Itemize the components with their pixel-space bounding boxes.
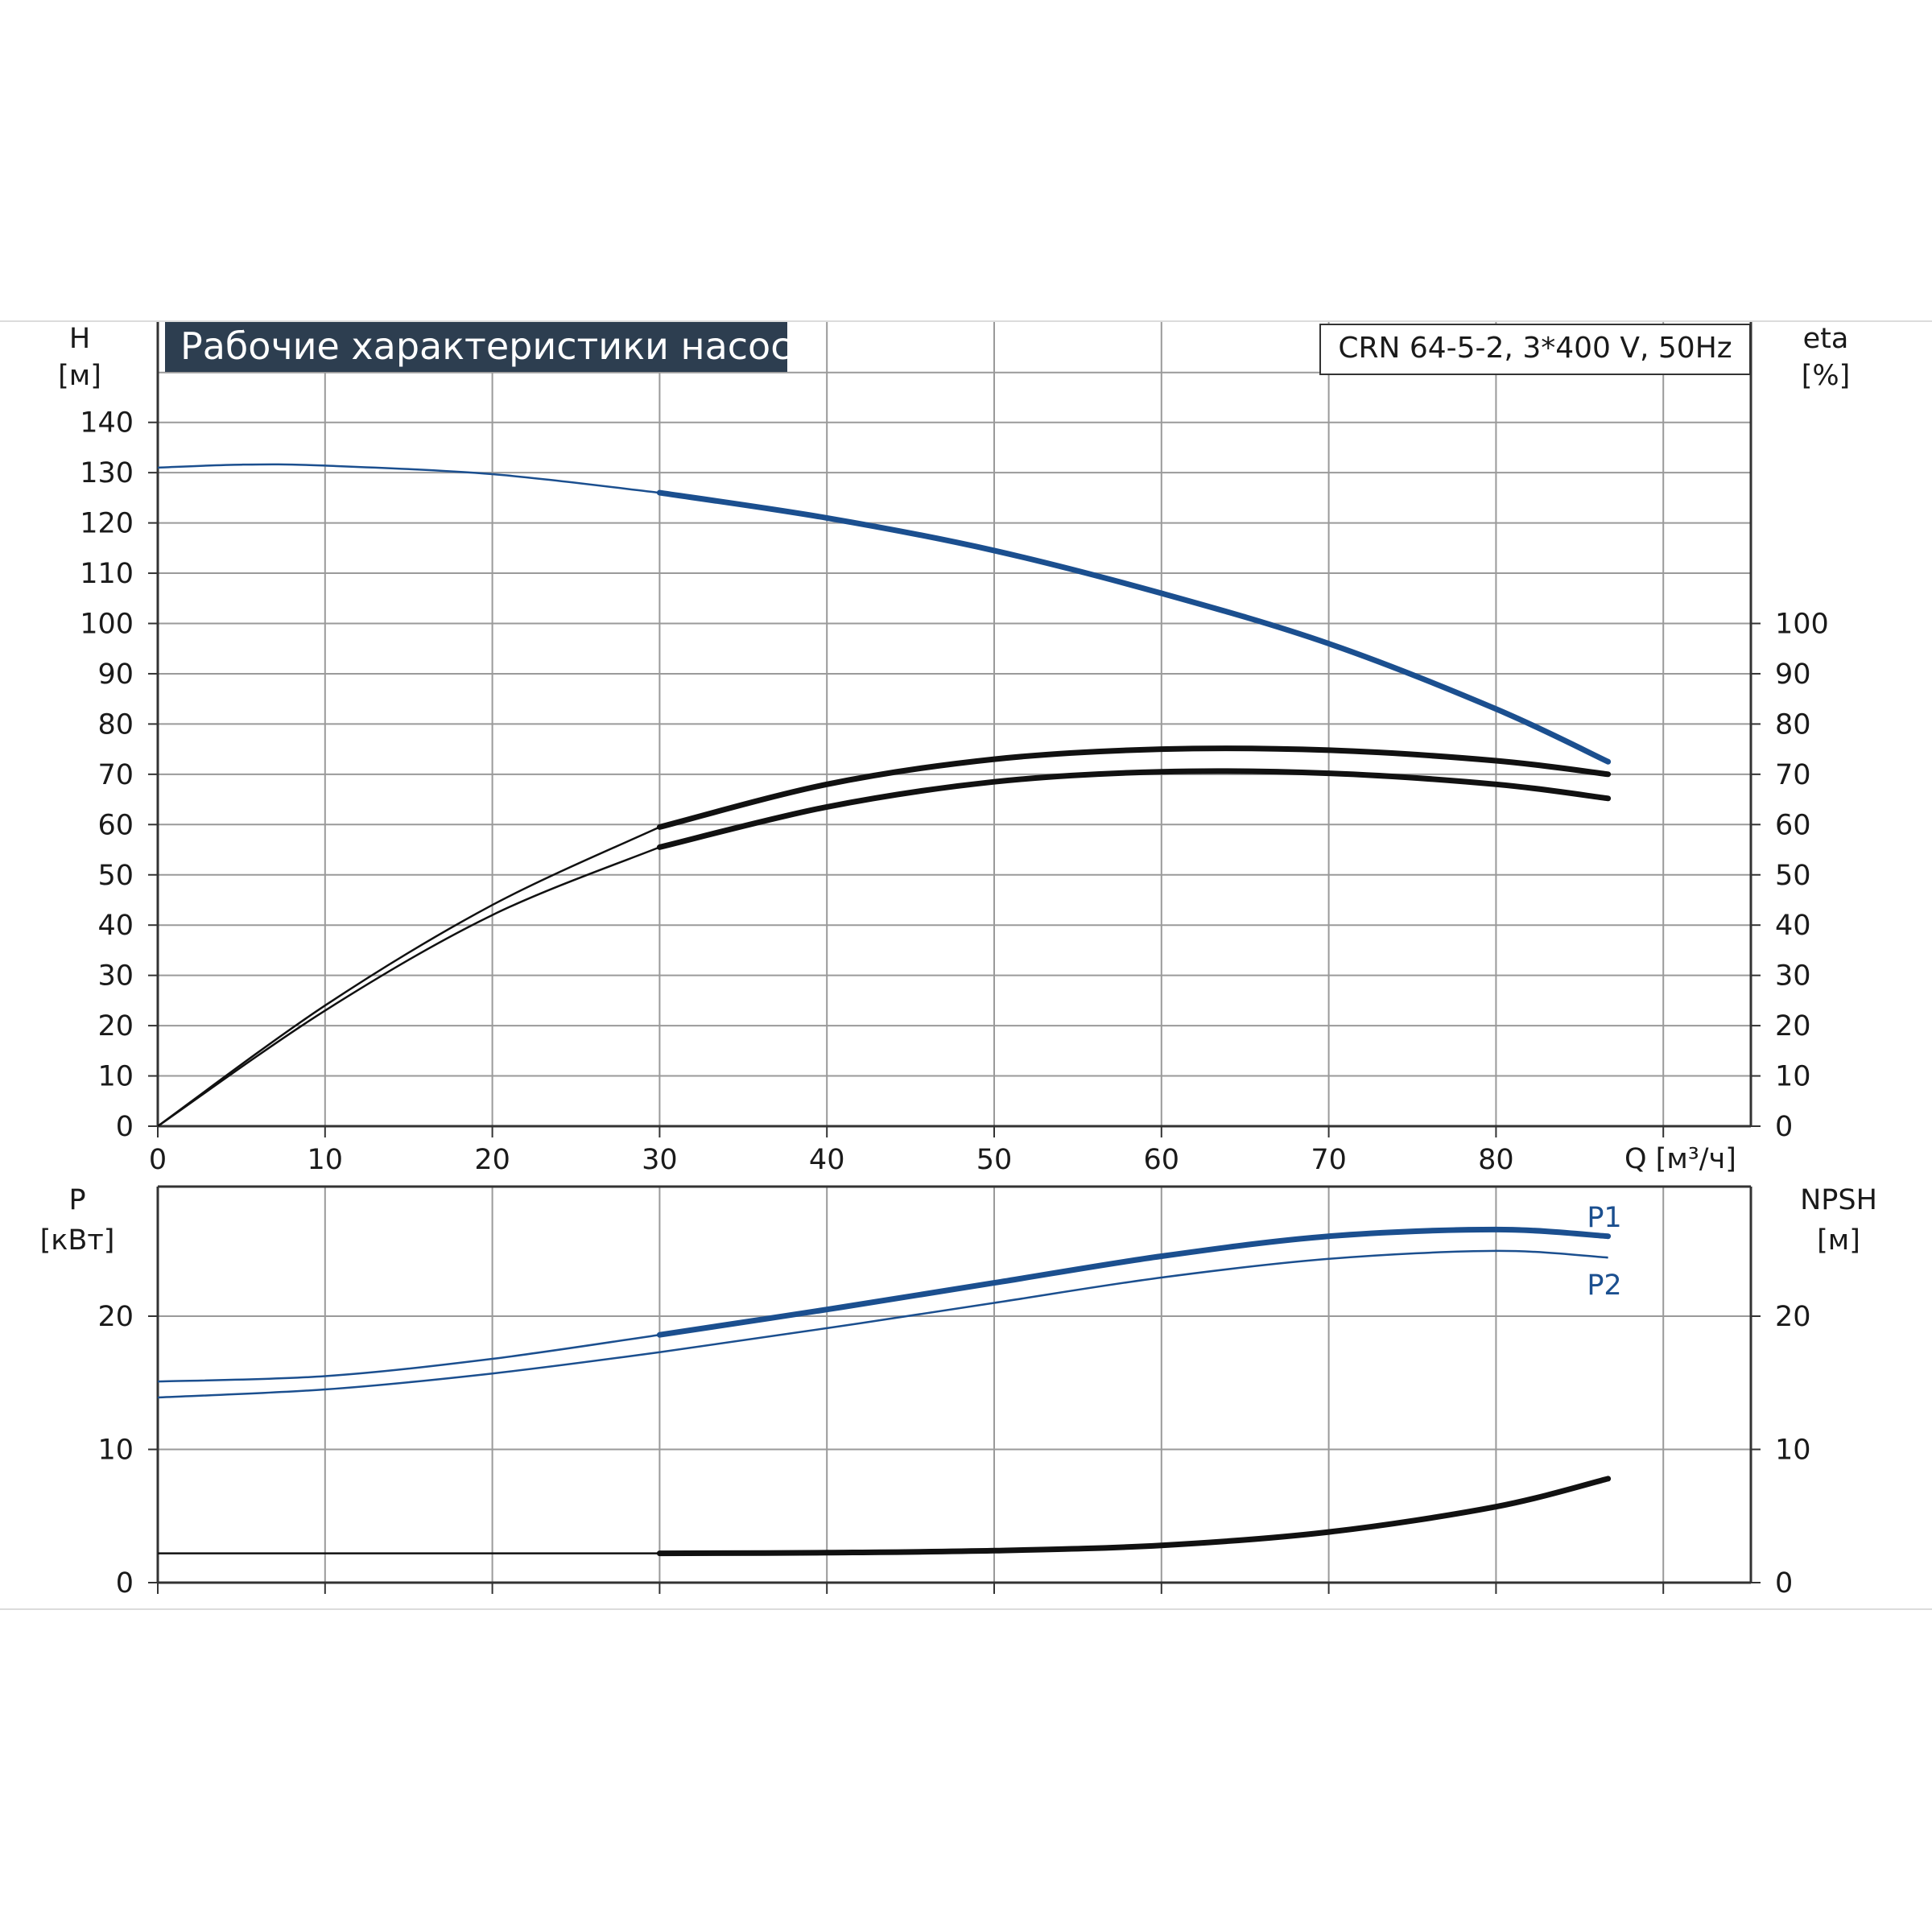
bottom-series-P1-thick: [656, 1226, 1612, 1338]
bottom-left-tick-label-10: 10: [97, 1435, 134, 1467]
bottom-series-NPSH-thick: [656, 1476, 1612, 1557]
top-x-tick-label-60: 60: [1144, 1144, 1180, 1176]
top-right-tick-label-10: 10: [1775, 1061, 1811, 1093]
top-series-eta-thin: [157, 826, 660, 1128]
bottom-left-axis-symbol: P: [68, 1184, 85, 1216]
x-axis-label: Q [м³/ч]: [1624, 1143, 1736, 1175]
bottom-right-axis-symbol: NPSH: [1800, 1184, 1877, 1216]
bottom-right-axis-unit: [м]: [1817, 1224, 1860, 1257]
bottom-left-axis-unit: [кВт]: [40, 1224, 115, 1257]
bottom-left-tick-label-0: 0: [116, 1567, 134, 1600]
top-left-tick-label-90: 90: [97, 658, 134, 691]
bottom-right-tick-label-20: 20: [1775, 1301, 1811, 1333]
top-left-tick-label-80: 80: [97, 708, 134, 741]
bottom-right-tick-label-10: 10: [1775, 1435, 1811, 1467]
top-left-axis-symbol: H: [69, 323, 90, 355]
title-banner: [165, 322, 787, 372]
top-x-tick-label-0: 0: [149, 1144, 167, 1176]
series-label-p2: P2: [1587, 1269, 1621, 1302]
top-right-tick-label-60: 60: [1775, 809, 1811, 841]
top-x-tick-label-40: 40: [809, 1144, 845, 1176]
bottom-chart-grid: [156, 1185, 1752, 1584]
top-left-tick-label-60: 60: [97, 809, 134, 841]
top-left-tick-label-140: 140: [80, 407, 134, 440]
top-left-tick-label-100: 100: [80, 609, 134, 641]
chart-title: Рабочие характеристики насоса: [180, 324, 814, 368]
series-label-p1: P1: [1587, 1202, 1621, 1234]
top-right-tick-label-100: 100: [1775, 609, 1829, 641]
top-series-eta2-thick: [656, 768, 1612, 850]
top-chart-grid: [156, 322, 1752, 1128]
top-left-tick-label-70: 70: [97, 759, 134, 791]
top-right-tick-label-0: 0: [1775, 1111, 1793, 1143]
top-right-tick-label-70: 70: [1775, 759, 1811, 791]
top-x-tick-label-50: 50: [976, 1144, 1013, 1176]
bottom-chart-series: [157, 1226, 1612, 1557]
top-chart-ticks: 0102030405060708090100110120130140010203…: [80, 407, 1829, 1176]
top-right-axis-symbol: eta: [1803, 323, 1849, 355]
bottom-series-P2-thin: [157, 1249, 1608, 1399]
top-left-tick-label-40: 40: [97, 910, 134, 942]
top-x-tick-label-30: 30: [642, 1144, 678, 1176]
top-left-tick-label-10: 10: [97, 1061, 134, 1093]
top-right-tick-label-90: 90: [1775, 658, 1811, 691]
top-left-axis-unit: [м]: [58, 360, 101, 392]
bottom-right-tick-label-0: 0: [1775, 1567, 1793, 1600]
top-right-axis-unit: [%]: [1802, 360, 1851, 392]
bottom-series-P1-thin: [157, 1333, 660, 1383]
top-series-H-thick: [656, 489, 1612, 765]
bottom-left-tick-label-20: 20: [97, 1301, 134, 1333]
top-right-tick-label-40: 40: [1775, 910, 1811, 942]
top-series-eta-thick: [656, 745, 1612, 830]
top-right-tick-label-30: 30: [1775, 960, 1811, 993]
top-left-tick-label-110: 110: [80, 558, 134, 590]
top-right-tick-label-80: 80: [1775, 708, 1811, 741]
top-series-H-thin: [157, 463, 660, 494]
bottom-chart-ticks: 0 10 20 0 10 20: [97, 1301, 1810, 1600]
top-chart-series: [157, 463, 1612, 1128]
top-series-eta2-thin: [157, 846, 660, 1128]
top-left-tick-label-20: 20: [97, 1010, 134, 1042]
top-left-tick-label-30: 30: [97, 960, 134, 993]
top-left-tick-label-120: 120: [80, 508, 134, 540]
top-x-tick-label-20: 20: [474, 1144, 510, 1176]
top-left-tick-label-0: 0: [116, 1111, 134, 1143]
top-right-tick-label-20: 20: [1775, 1010, 1811, 1042]
top-right-tick-label-50: 50: [1775, 860, 1811, 892]
top-x-tick-label-10: 10: [308, 1144, 344, 1176]
model-label: CRN 64-5-2, 3*400 V, 50Hz: [1338, 332, 1732, 365]
top-left-tick-label-130: 130: [80, 457, 134, 489]
top-x-tick-label-70: 70: [1311, 1144, 1347, 1176]
top-left-tick-label-50: 50: [97, 860, 134, 892]
model-box: [1319, 324, 1751, 375]
top-x-tick-label-80: 80: [1478, 1144, 1514, 1176]
